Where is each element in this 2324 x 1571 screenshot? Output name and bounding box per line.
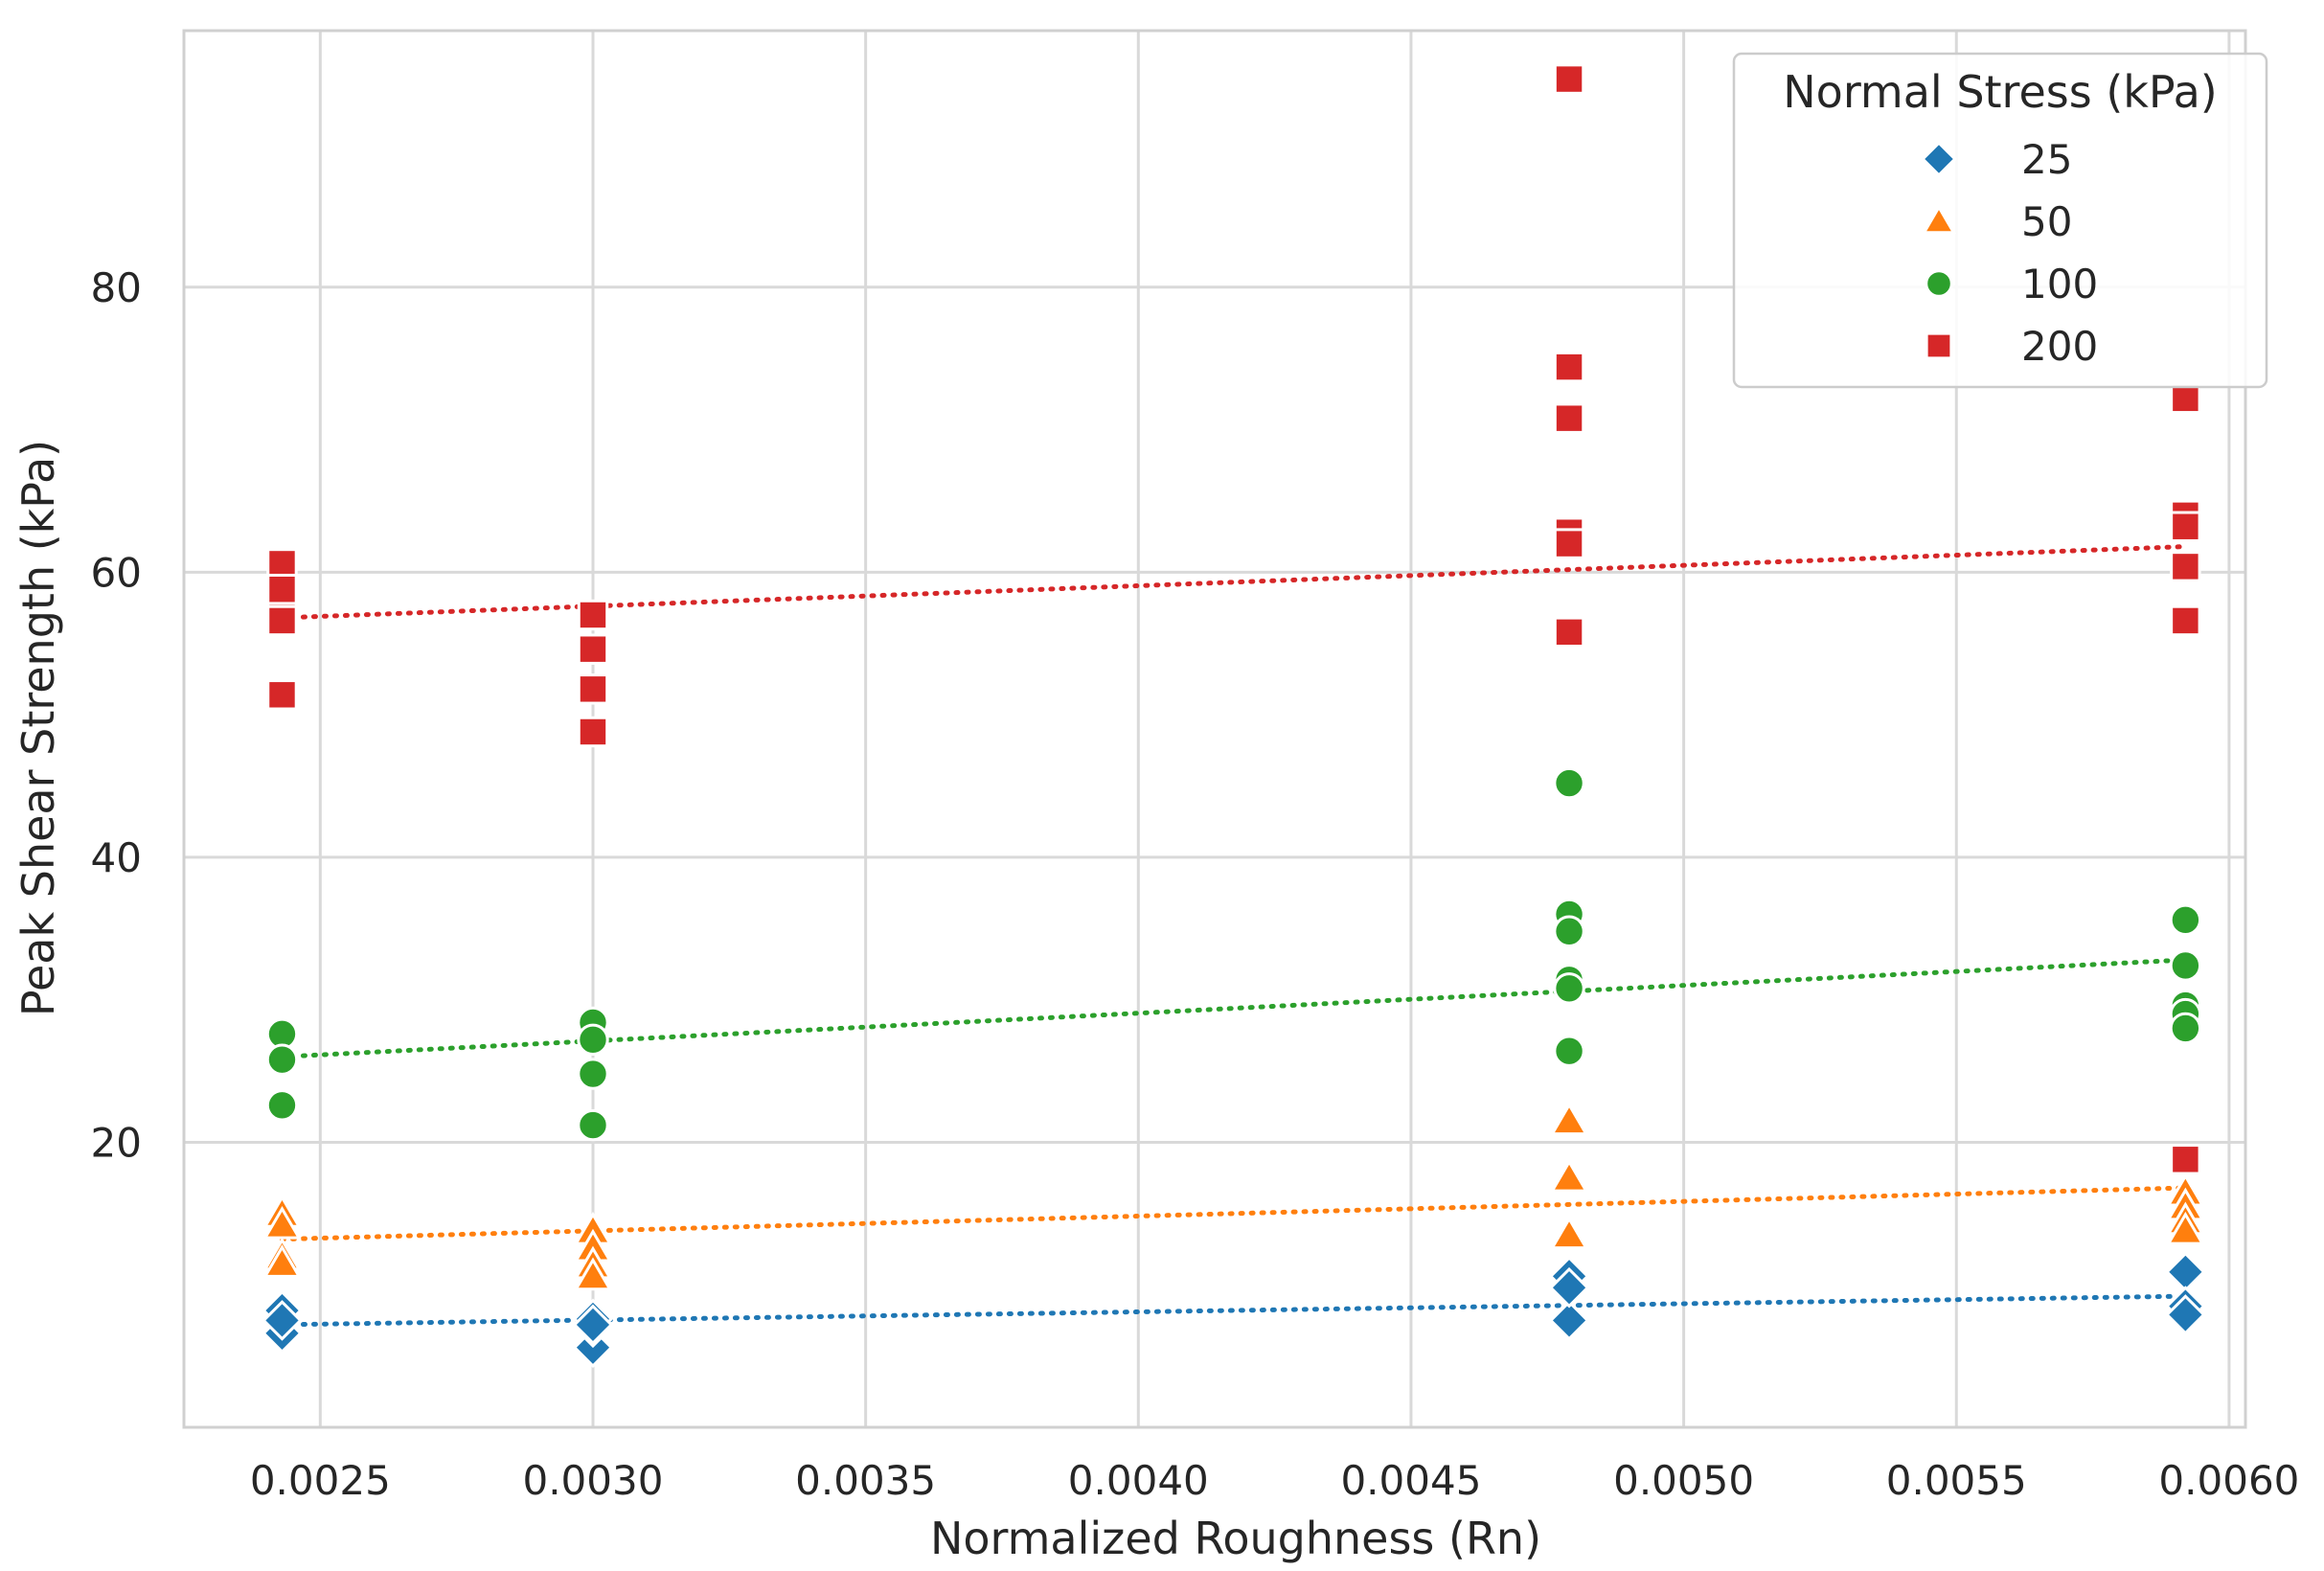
- point-200: [1553, 616, 1585, 649]
- point-25: [1548, 1266, 1590, 1309]
- legend-marker-25: [1921, 141, 1957, 177]
- point-200: [577, 716, 609, 748]
- point-200: [577, 599, 609, 631]
- legend-title: Normal Stress (kPa): [1783, 66, 2217, 118]
- point-100: [265, 1043, 299, 1076]
- point-100: [1553, 1035, 1585, 1067]
- point-50: [2166, 1211, 2205, 1245]
- point-100: [1553, 915, 1585, 947]
- point-200: [577, 633, 609, 665]
- legend-items: 25 50 100 200: [1921, 136, 2098, 370]
- x-tick-labels: 0.0025 0.0030 0.0035 0.0040 0.0045 0.0050 0.00…: [250, 1457, 2300, 1504]
- point-200: [266, 573, 298, 605]
- point-200: [577, 673, 609, 705]
- legend-label-50: 50: [2021, 198, 2072, 245]
- point-200: [1553, 351, 1585, 383]
- point-100: [577, 1108, 609, 1142]
- x-tick-label: 0.0055: [1886, 1457, 2027, 1504]
- data-points: [262, 63, 2206, 1369]
- point-200: [2170, 604, 2201, 637]
- point-100: [577, 1058, 609, 1090]
- x-tick-label: 0.0060: [2158, 1457, 2299, 1504]
- legend-marker-200: [1925, 331, 1953, 360]
- y-tick-label: 40: [91, 834, 142, 881]
- point-200: [2170, 551, 2201, 582]
- point-200: [266, 548, 298, 580]
- y-axis-title: Peak Shear Strength (kPa): [12, 440, 64, 1016]
- legend-label-200: 200: [2021, 323, 2098, 370]
- point-50: [262, 1244, 302, 1278]
- x-tick-label: 0.0045: [1340, 1457, 1481, 1504]
- point-50: [1549, 1158, 1589, 1193]
- x-tick-label: 0.0030: [522, 1457, 663, 1504]
- y-tick-label: 60: [91, 549, 142, 596]
- legend-label-100: 100: [2021, 261, 2098, 307]
- point-200: [1553, 402, 1585, 434]
- legend-box: [1732, 52, 2268, 389]
- point-25: [572, 1304, 614, 1346]
- point-200: [266, 679, 298, 711]
- point-200: [2170, 511, 2201, 542]
- point-100: [265, 1089, 299, 1122]
- legend-label-25: 25: [2021, 136, 2072, 183]
- point-100: [577, 1023, 609, 1057]
- y-tick-label: 20: [91, 1119, 142, 1166]
- point-100: [1553, 972, 1585, 1005]
- point-100: [2169, 949, 2202, 982]
- point-200: [1553, 528, 1585, 559]
- point-50: [1549, 1102, 1589, 1136]
- legend: Normal Stress (kPa) 25 50 100 200: [1732, 52, 2268, 389]
- plot-frame: [182, 29, 2247, 1429]
- x-tick-label: 0.0050: [1613, 1457, 1754, 1504]
- x-tick-label: 0.0040: [1068, 1457, 1209, 1504]
- point-100: [1553, 766, 1585, 800]
- point-200: [1553, 63, 1585, 95]
- point-200: [2170, 1144, 2201, 1175]
- point-100: [2169, 1012, 2202, 1045]
- x-tick-label: 0.0025: [250, 1457, 391, 1504]
- y-tick-labels: 20 40 60 80: [91, 264, 142, 1167]
- point-25: [2165, 1294, 2206, 1335]
- point-50: [1549, 1216, 1589, 1250]
- x-axis-title: Normalized Roughness (Rn): [930, 1513, 1541, 1564]
- point-100: [2169, 903, 2202, 937]
- y-tick-label: 80: [91, 264, 142, 311]
- point-200: [266, 604, 298, 637]
- point-25: [1548, 1300, 1590, 1341]
- legend-marker-50: [1921, 204, 1957, 235]
- x-tick-label: 0.0035: [795, 1457, 936, 1504]
- point-50: [573, 1257, 613, 1291]
- point-25: [262, 1300, 303, 1341]
- point-200: [2170, 382, 2201, 415]
- legend-marker-100: [1925, 269, 1953, 298]
